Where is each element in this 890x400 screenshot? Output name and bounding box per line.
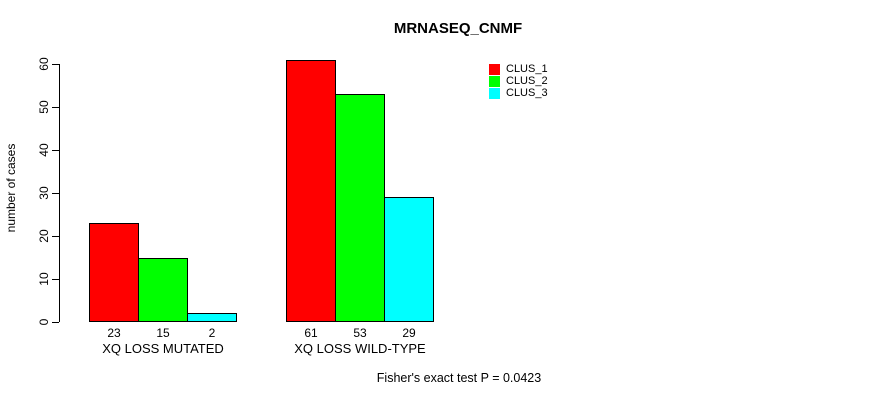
- bar-value-label: 53: [353, 326, 367, 340]
- y-axis-tick: [52, 63, 59, 65]
- y-tick-label: 30: [37, 186, 51, 200]
- legend: CLUS_1 CLUS_2 CLUS_3: [489, 63, 548, 99]
- y-tick-label: 60: [37, 57, 51, 71]
- legend-swatch-clus_2: [489, 75, 500, 87]
- bar-value-label: 2: [208, 326, 216, 340]
- legend-item-clus_2: CLUS_2: [489, 75, 548, 87]
- x-category-label: XQ LOSS MUTATED: [102, 341, 224, 356]
- y-tick-label: 0: [37, 318, 51, 326]
- bar-clus_3-group2: [384, 197, 434, 322]
- bar-value-label: 29: [402, 326, 416, 340]
- y-axis-tick: [52, 106, 59, 108]
- x-category-label: XQ LOSS WILD-TYPE: [294, 341, 426, 356]
- bar-clus_1-group2: [286, 59, 336, 322]
- y-tick-label: 40: [37, 143, 51, 157]
- bar-value-label: 23: [107, 326, 121, 340]
- y-axis-tick: [52, 192, 59, 194]
- legend-item-clus_3: CLUS_3: [489, 87, 548, 99]
- chart-title: MRNASEQ_CNMF: [393, 20, 523, 37]
- y-axis-line: [59, 64, 60, 322]
- bar-clus_3-group1: [187, 313, 237, 322]
- legend-swatch-clus_1: [489, 63, 500, 75]
- legend-swatch-clus_3: [489, 87, 500, 99]
- bar-clus_2-group1: [138, 257, 188, 322]
- y-tick-label: 50: [37, 100, 51, 114]
- y-axis-tick: [52, 321, 59, 323]
- legend-label: CLUS_3: [506, 87, 548, 99]
- legend-label: CLUS_2: [506, 75, 548, 87]
- y-axis-tick: [52, 278, 59, 280]
- legend-item-clus_1: CLUS_1: [489, 63, 548, 75]
- bar-clus_1-group1: [89, 223, 139, 322]
- bar-clus_2-group2: [335, 94, 385, 322]
- y-tick-label: 10: [37, 272, 51, 286]
- annotation-fisher-test: Fisher's exact test P = 0.0423: [376, 371, 542, 385]
- legend-label: CLUS_1: [506, 63, 548, 75]
- y-axis-tick: [52, 235, 59, 237]
- bar-value-label: 61: [304, 326, 318, 340]
- y-axis-tick: [52, 149, 59, 151]
- y-tick-label: 20: [37, 229, 51, 243]
- bar-value-label: 15: [156, 326, 170, 340]
